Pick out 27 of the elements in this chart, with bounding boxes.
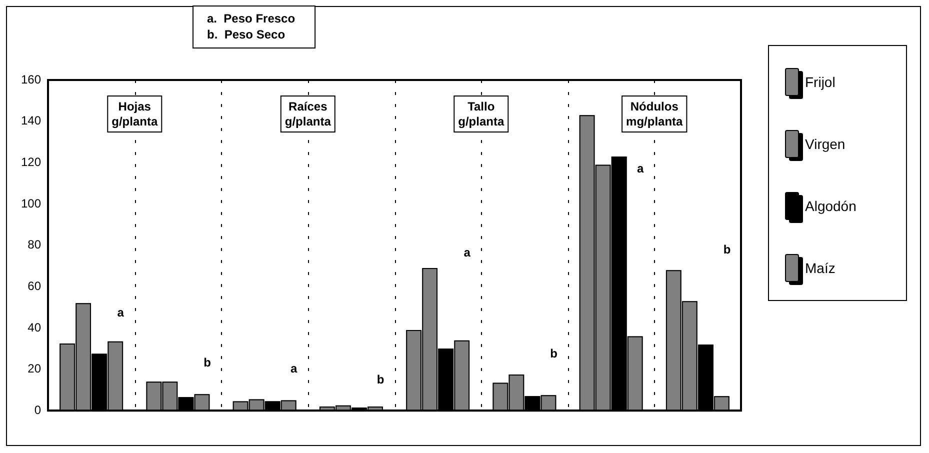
y-tick-label: 20 [28, 362, 42, 376]
y-tick-label: 60 [28, 278, 42, 293]
annotation: b [723, 242, 731, 256]
annotation: b [550, 346, 558, 360]
annotation: b [204, 355, 211, 370]
legend-label: Algodón [805, 198, 856, 214]
annotation: b [376, 372, 384, 386]
y-tick-label: 160 [20, 72, 42, 86]
annotation: Hojas g/planta [112, 99, 158, 128]
y-tick-label: 120 [20, 154, 42, 169]
annotation: a [117, 305, 124, 320]
annotation: a [637, 161, 644, 176]
y-tick-label: 140 [20, 114, 42, 128]
legend-label: Maíz [805, 260, 836, 276]
y-tick-label: 100 [20, 196, 42, 210]
annotation: a [290, 361, 298, 376]
y-tick-label: 40 [28, 320, 42, 334]
y-tick-label: 0 [34, 402, 42, 417]
annotation: Raíces g/planta [284, 99, 332, 128]
legend-label: Frijol [805, 74, 836, 90]
legend-label: Virgen [805, 136, 846, 152]
annotation: Nódulos mg/planta [626, 99, 684, 128]
annotation: a [464, 245, 471, 260]
y-tick-label: 80 [28, 238, 42, 252]
annotation: Tallo g/planta [458, 99, 504, 128]
text: a. Peso Fresco [207, 11, 296, 26]
text: b. Peso Seco [207, 27, 286, 42]
